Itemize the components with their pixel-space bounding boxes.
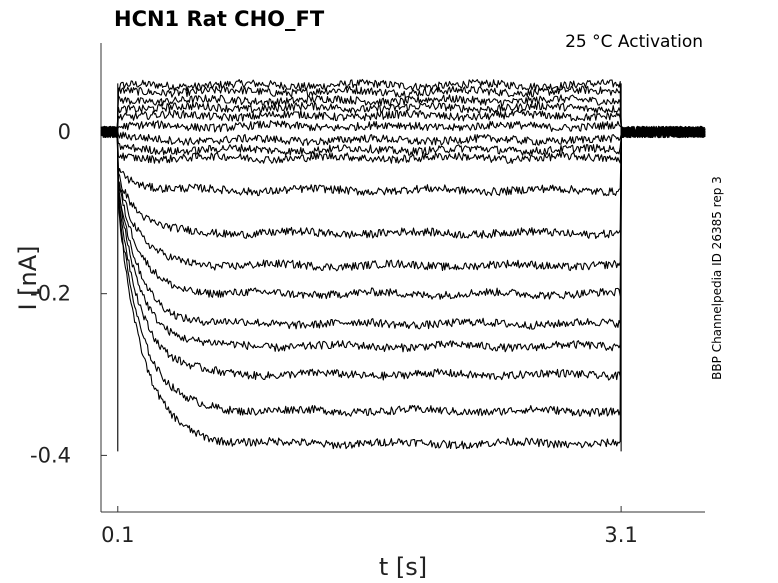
y-axis-ticks: 0 -0.2 -0.4 (30, 120, 107, 467)
y-axis-label: I [nA] (14, 245, 42, 310)
current-trace (100, 109, 706, 139)
current-trace (100, 125, 706, 156)
y-tick-label: 0 (58, 120, 71, 144)
current-trace (101, 125, 706, 240)
current-trace (100, 94, 706, 139)
current-trace (100, 125, 706, 164)
x-axis-ticks: 0.1 3.1 (101, 506, 638, 547)
channelpedia-id-label: BBP Channelpedia ID 26385 rep 3 (710, 176, 724, 380)
current-trace (100, 120, 706, 138)
x-axis-label: t [s] (379, 553, 427, 581)
current-trace (100, 125, 706, 147)
current-trace (100, 125, 706, 272)
x-tick-label: 3.1 (604, 523, 637, 547)
current-trace (100, 125, 706, 417)
current-trace (100, 125, 706, 197)
condition-annotation: 25 °C Activation (565, 32, 703, 52)
current-trace (100, 78, 706, 139)
current-trace (100, 101, 706, 139)
current-traces (100, 78, 706, 452)
y-tick-label: -0.4 (30, 443, 71, 467)
current-trace (100, 125, 706, 450)
x-tick-label: 0.1 (101, 523, 134, 547)
y-tick-label: -0.2 (30, 282, 71, 306)
chart-title: HCN1 Rat CHO_FT (114, 7, 325, 31)
current-trace (100, 85, 706, 139)
current-trace (100, 125, 706, 381)
current-trace (100, 125, 706, 300)
current-trace (100, 125, 706, 353)
current-trace (100, 125, 706, 330)
